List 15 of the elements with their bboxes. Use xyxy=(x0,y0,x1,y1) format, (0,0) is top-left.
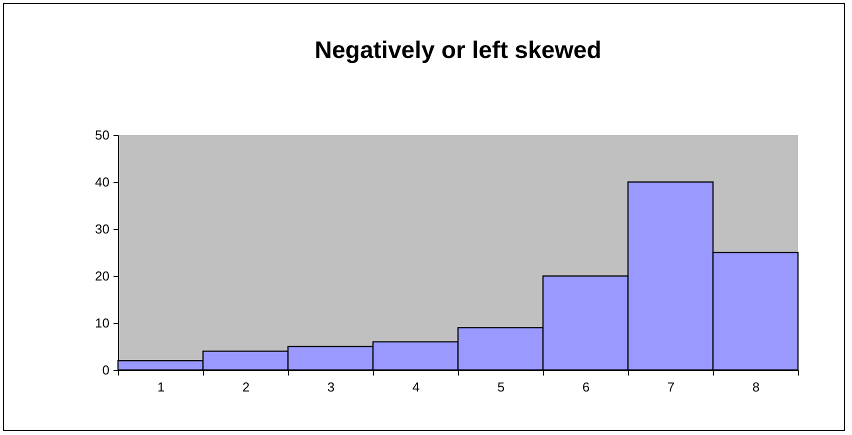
x-tick-label: 5 xyxy=(497,380,505,394)
x-tick-label: 2 xyxy=(242,380,250,394)
x-tick-label: 4 xyxy=(412,380,420,394)
y-tick-label: 0 xyxy=(102,362,110,378)
x-tick-label: 3 xyxy=(327,380,335,394)
x-tick-label: 7 xyxy=(667,380,675,394)
x-tick-label: 1 xyxy=(157,380,165,394)
y-tick-label: 10 xyxy=(95,316,110,330)
x-tick-label: 6 xyxy=(582,380,590,394)
y-tick-label: 20 xyxy=(95,268,110,284)
y-tick-label: 30 xyxy=(95,222,110,236)
y-tick-label: 40 xyxy=(95,174,110,190)
y-tick-label: 50 xyxy=(95,128,110,142)
chart-title: Negatively or left skewed xyxy=(314,37,602,64)
x-tick-label: 8 xyxy=(752,380,760,394)
